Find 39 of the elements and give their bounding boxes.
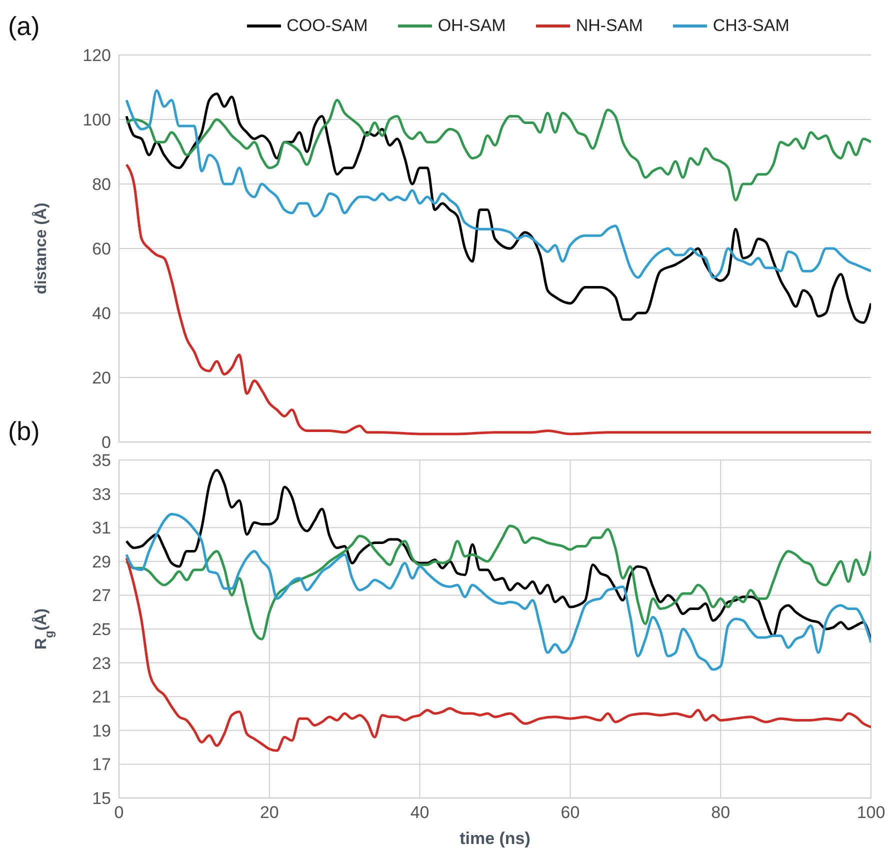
x-tick-label: 0 [114,803,124,822]
legend-label: COO-SAM [286,16,368,36]
y-tick-label: 23 [92,654,111,673]
text: (a) [8,11,40,42]
y-tick-label: 100 [82,110,111,130]
y-tick-label: 29 [92,552,111,572]
line-series [125,89,871,279]
x-tick-label: 40 [410,803,430,822]
line-series [125,524,871,640]
line-series [125,512,871,671]
y-tick-label: 120 [82,46,111,66]
legend-label: CH3-SAM [712,16,790,36]
y-tick-label: 17 [92,755,111,774]
y-tick-label: 35 [92,451,111,470]
y-tick-label: 33 [92,484,111,504]
y-tick-label: 80 [92,175,111,194]
line-series [125,163,871,436]
line-series [125,556,871,752]
y-tick-label: 40 [92,304,111,324]
line-series [125,92,871,324]
y-tick-label: 31 [92,518,111,538]
legend-label: NH-SAM [576,16,643,36]
x-tick-label: 100 [856,803,886,822]
line-series [125,98,871,202]
x-tick-label: 80 [711,803,730,822]
x-tick-label: 20 [260,803,279,822]
text: (b) [8,416,40,447]
y-tick-label: 0 [102,433,111,452]
y-tick-label: 19 [92,721,111,740]
y-tick-label: 20 [92,368,111,388]
y-tick-label: 25 [92,620,111,640]
legend-label: OH-SAM [438,16,506,36]
x-tick-label: 60 [560,803,580,822]
y-axis-title: distance (Å) [31,202,50,294]
y-tick-label: 27 [92,586,111,606]
x-axis-title: time (ns) [460,829,530,848]
y-tick-label: 60 [92,240,111,259]
y-tick-label: 21 [92,688,111,707]
y-tick-label: 15 [92,789,111,808]
